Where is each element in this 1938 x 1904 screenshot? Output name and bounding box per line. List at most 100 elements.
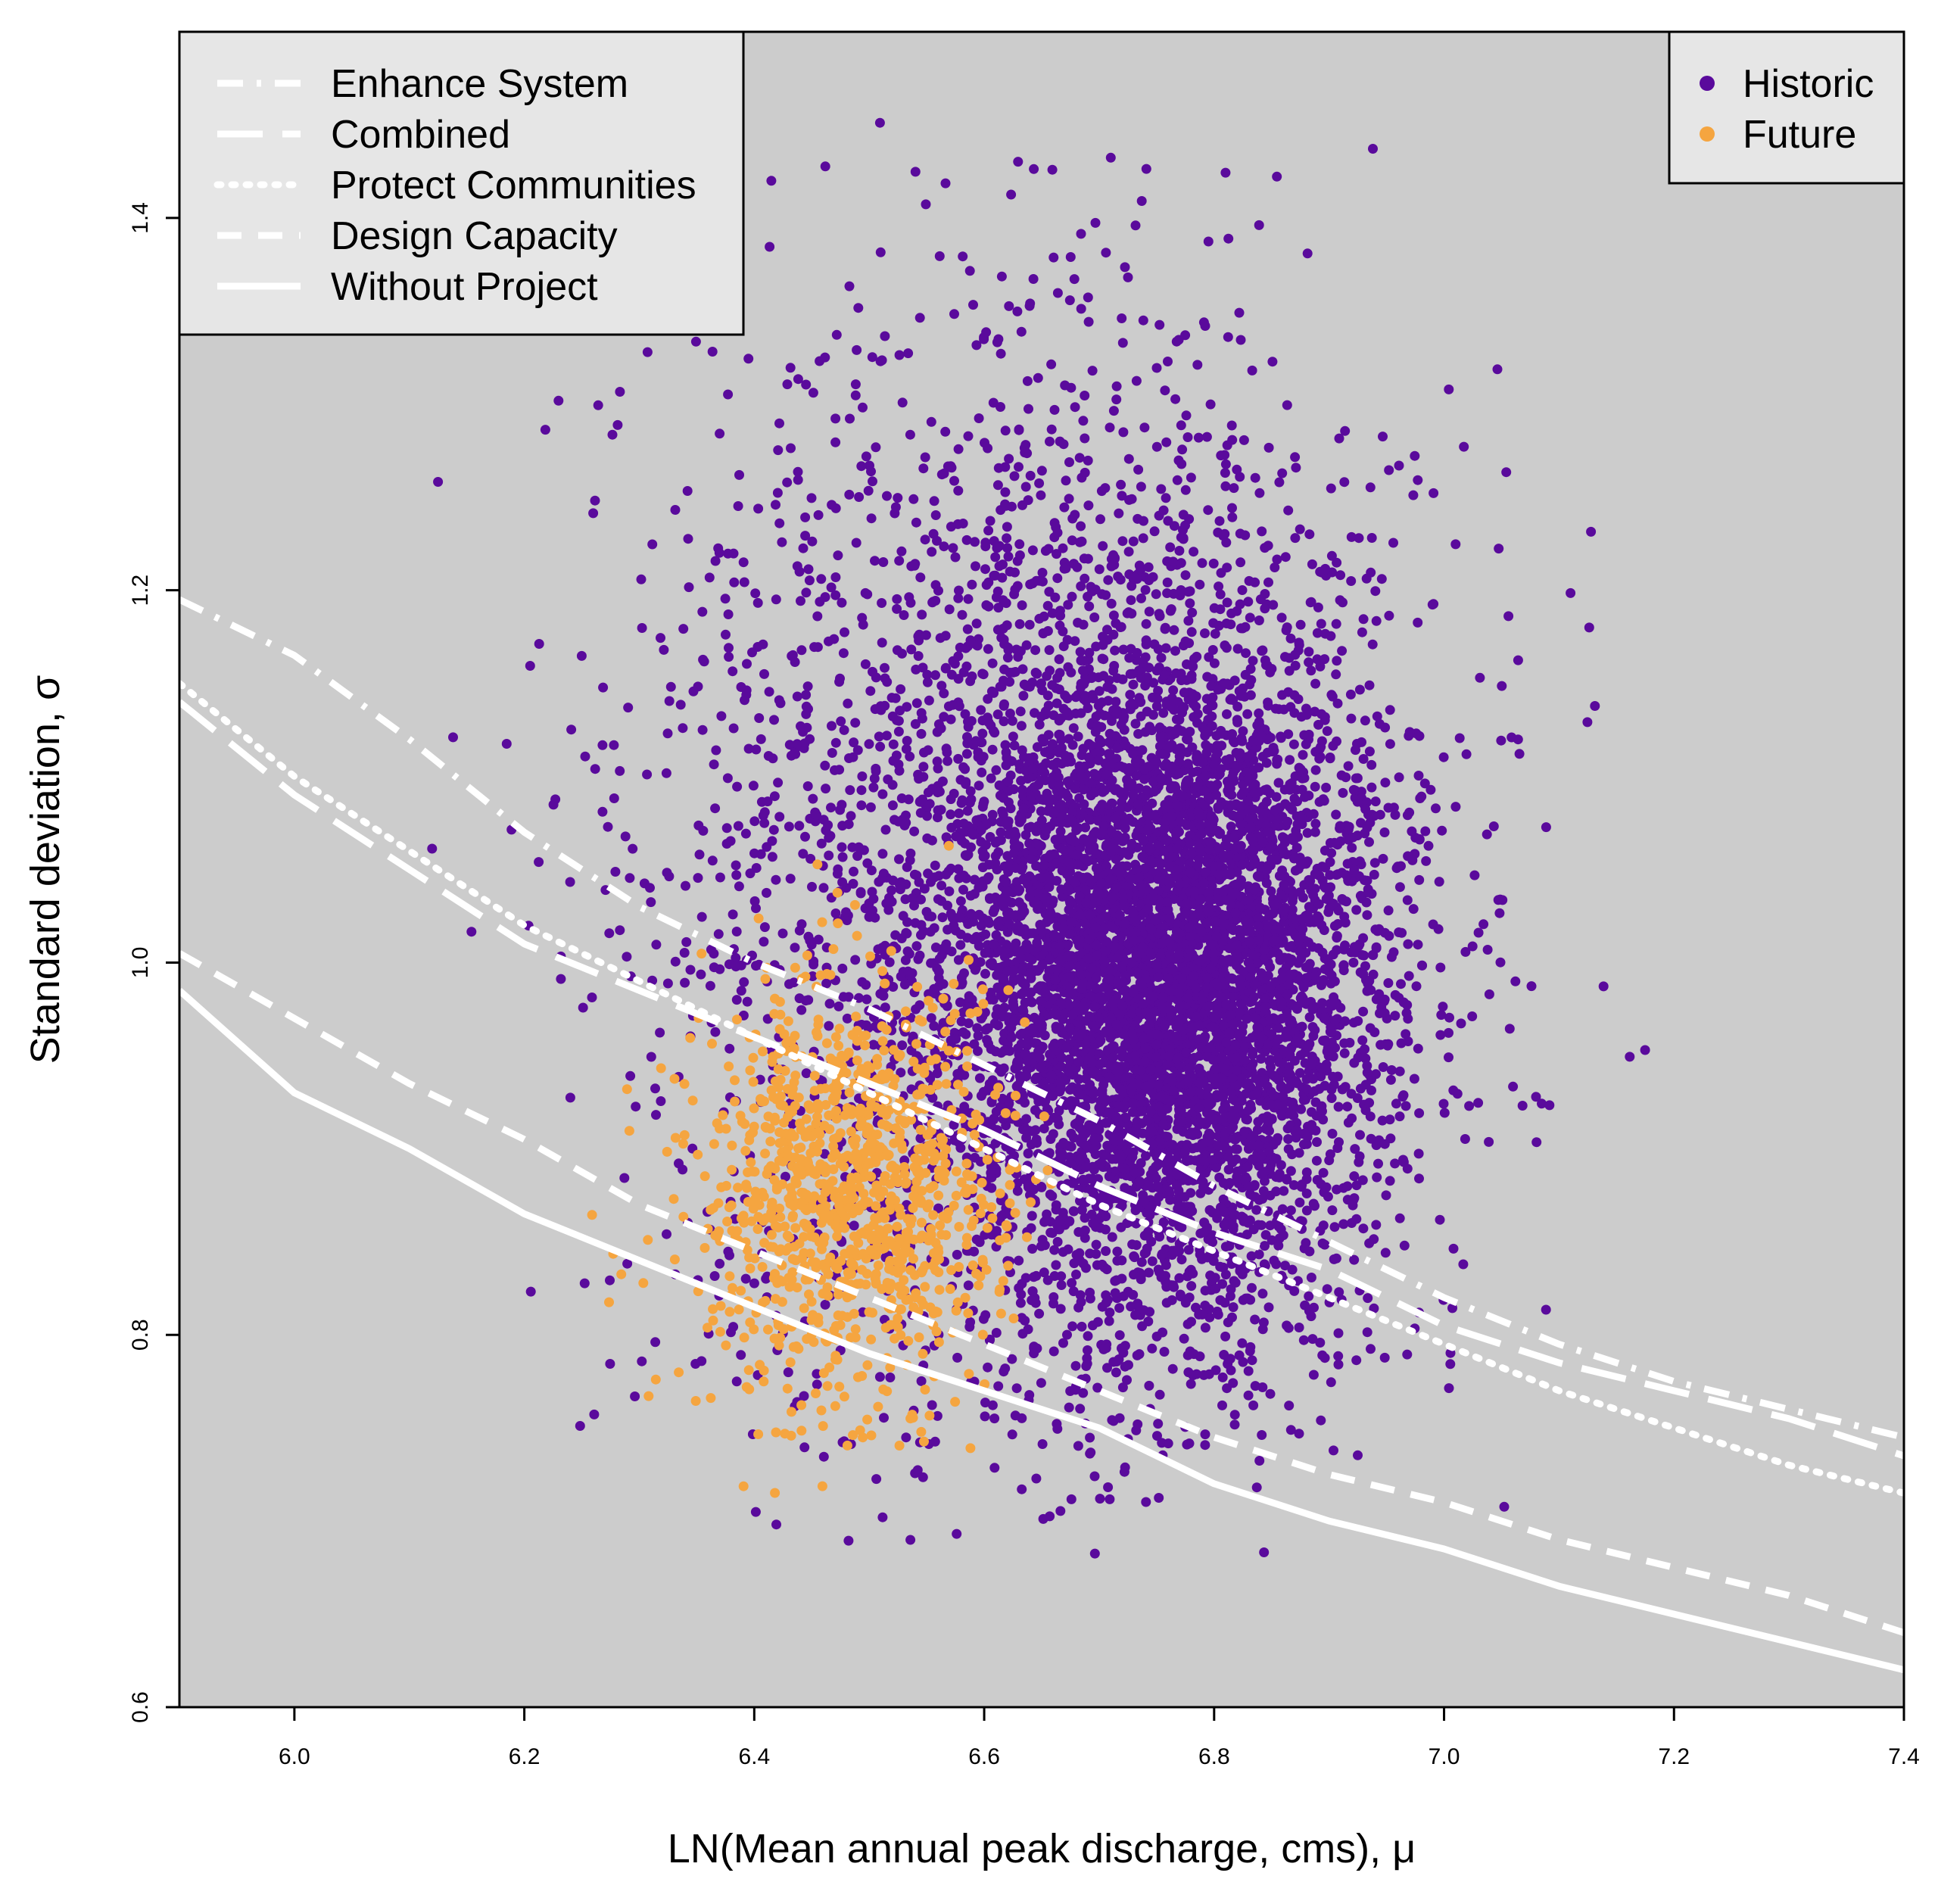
point-historic [1298,749,1308,760]
point-historic [1034,719,1045,730]
point-historic [1357,737,1366,747]
point-historic [1102,681,1113,692]
point-historic [1101,1246,1111,1256]
point-historic [1493,895,1503,905]
point-historic [785,363,796,373]
point-historic [1076,521,1086,531]
point-historic [711,745,721,756]
point-historic [1254,708,1264,718]
point-historic [953,955,964,965]
point-historic [710,803,721,814]
point-historic [1217,1372,1228,1382]
point-historic [1586,526,1597,537]
point-historic [1279,1186,1289,1196]
point-historic [851,538,862,548]
point-historic [868,476,877,487]
point-historic [838,648,849,659]
point-historic [1117,1382,1128,1393]
point-historic [897,397,908,408]
point-historic [1385,1114,1395,1125]
point-historic [1118,427,1129,438]
point-historic [1478,919,1489,930]
point-historic [858,402,868,413]
point-historic [1217,1052,1227,1062]
point-historic [940,178,951,189]
point-historic [837,852,848,862]
point-historic [1039,1030,1050,1041]
point-historic [1180,907,1191,918]
point-historic [1123,453,1134,464]
point-historic [809,959,819,970]
point-historic [647,539,658,550]
point-historic [501,739,512,749]
point-historic [678,723,688,734]
point-historic [1370,796,1381,807]
point-historic [877,873,888,883]
point-historic [981,840,991,850]
point-historic [767,836,777,846]
point-historic [1069,274,1080,285]
point-historic [1138,533,1148,544]
point-historic [824,636,833,647]
point-historic [910,167,921,177]
point-historic [1103,575,1114,585]
point-historic [1352,796,1363,807]
point-historic [905,429,915,440]
point-historic [868,1039,879,1050]
point-historic [1013,157,1024,167]
point-historic [749,816,760,827]
point-historic [1015,1298,1026,1308]
point-historic [1067,1278,1077,1289]
point-historic [1213,1310,1223,1320]
point-historic [729,577,740,587]
point-historic [1067,591,1077,602]
point-historic [1153,686,1164,696]
point-historic [620,831,631,842]
point-historic [1403,1014,1413,1024]
point-historic [1128,679,1139,690]
point-historic [1290,660,1301,671]
point-historic [996,632,1007,643]
point-historic [1301,1084,1312,1094]
point-historic [1353,1450,1363,1460]
point-historic [590,764,600,774]
point-historic [1186,627,1197,637]
point-historic [1179,687,1189,698]
point-historic [1226,420,1237,431]
point-historic [849,866,858,877]
point-historic [1156,653,1167,663]
point-historic [1304,657,1314,668]
point-historic [1254,615,1264,625]
point-historic [1222,440,1232,450]
point-historic [1378,1062,1388,1072]
point-historic [910,718,921,729]
point-historic [1082,1353,1092,1363]
point-historic [1238,1357,1248,1367]
point-historic [693,820,704,830]
point-historic [670,505,681,515]
point-historic [827,500,837,510]
point-historic [830,437,841,447]
point-historic [974,1073,985,1083]
point-historic [715,872,725,883]
point-historic [1310,818,1321,829]
point-historic [963,594,974,604]
point-historic [1467,1011,1478,1021]
point-historic [625,873,635,883]
point-historic [1420,826,1431,837]
point-historic [939,541,949,552]
point-historic [1245,1295,1256,1305]
point-historic [1110,1276,1120,1286]
point-historic [1229,1419,1240,1430]
point-historic [1448,1085,1459,1095]
point-historic [1475,672,1485,683]
point-historic [909,560,920,571]
point-historic [844,281,855,291]
point-historic [565,1092,575,1103]
point-historic [1333,1351,1344,1361]
point-historic [1349,1171,1360,1182]
point-historic [1134,560,1145,571]
point-historic [1329,1222,1340,1232]
point-historic [877,598,887,608]
point-historic [1148,709,1158,720]
